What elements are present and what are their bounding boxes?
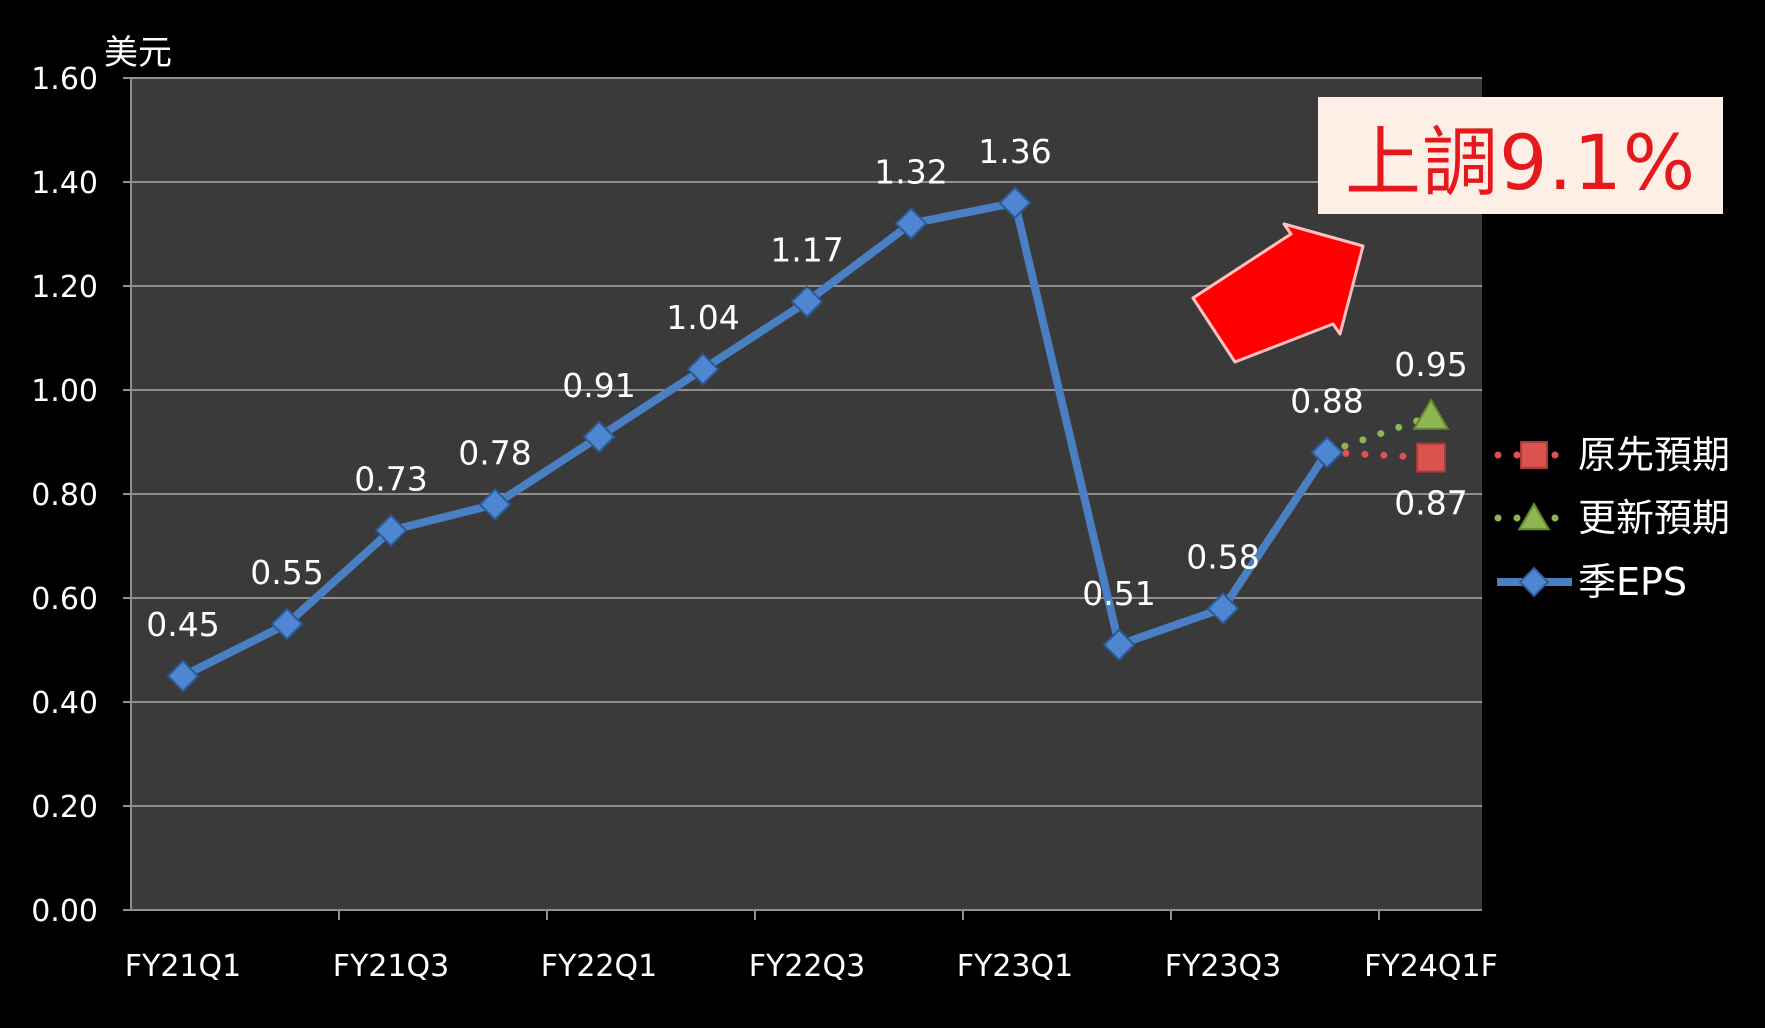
- legend-label: 更新預期: [1578, 496, 1730, 540]
- data-label: 0.73: [354, 459, 427, 498]
- series-original-forecast: [1323, 442, 1446, 473]
- data-label: 1.36: [978, 132, 1051, 171]
- y-tick-label: 0.00: [31, 894, 98, 929]
- eps-line: [181, 198, 1331, 680]
- data-label: 0.95: [1394, 345, 1467, 384]
- original-forecast-point: [1416, 442, 1446, 473]
- series-layer: [166, 186, 1450, 693]
- legend-entry: 原先預期: [1494, 433, 1730, 477]
- x-tick-label: FY24Q1F: [1364, 949, 1498, 984]
- eps-point: [894, 207, 928, 241]
- data-label: 1.04: [666, 298, 739, 337]
- forecast-line: [1323, 448, 1435, 462]
- data-label: 1.17: [770, 231, 843, 270]
- y-tick-label: 0.40: [31, 686, 98, 721]
- y-tick-label: 0.80: [31, 478, 98, 513]
- data-label: 0.91: [562, 366, 635, 405]
- y-axis-ticks: 0.00 0.20 0.40 0.60 0.80 1.00 1.20 1.40 1.60: [31, 62, 131, 929]
- eps-point: [1102, 628, 1136, 662]
- eps-point: [166, 659, 200, 693]
- y-tick-label: 1.60: [31, 62, 98, 97]
- eps-point: [478, 487, 512, 521]
- x-tick-label: FY22Q3: [749, 949, 865, 984]
- data-label: 0.87: [1394, 484, 1467, 523]
- callout-text: 上調9.1%: [1344, 117, 1697, 207]
- data-label: 0.58: [1186, 537, 1259, 576]
- eps-point: [686, 352, 720, 386]
- eps-point: [998, 186, 1032, 220]
- y-tick-label: 1.00: [31, 374, 98, 409]
- eps-point: [374, 513, 408, 547]
- y-tick-label: 1.40: [31, 166, 98, 201]
- data-label: 0.51: [1082, 574, 1155, 613]
- x-tick-label: FY23Q3: [1165, 949, 1281, 984]
- legend-entry: 更新預期: [1494, 496, 1730, 540]
- eps-point: [1518, 566, 1550, 598]
- x-tick-label: FY21Q3: [333, 949, 449, 984]
- x-axis-ticks: FY21Q1 FY21Q3 FY22Q1 FY22Q3 FY23Q1 FY23Q3 FY24…: [125, 910, 1498, 984]
- y-axis-unit-label: 美元: [104, 33, 172, 73]
- data-labels: 0.87 0.95 0.45 0.55 0.73 0.78 0.91 1.04 1.17 1.32…: [146, 132, 1467, 644]
- legend-label: 原先預期: [1578, 433, 1730, 477]
- data-label: 1.32: [874, 153, 947, 192]
- x-tick-label: FY23Q1: [957, 949, 1073, 984]
- eps-point: [1310, 435, 1344, 469]
- forecast-line: [1323, 412, 1435, 456]
- series-eps: [166, 186, 1344, 693]
- data-label: 0.55: [250, 553, 323, 592]
- updated-forecast-point: [1412, 398, 1450, 430]
- data-label: 0.45: [146, 605, 219, 644]
- legend-label: 季EPS: [1578, 560, 1687, 604]
- eps-point: [270, 607, 304, 641]
- legend-entry: 季EPS: [1497, 560, 1687, 604]
- y-tick-label: 0.60: [31, 582, 98, 617]
- updated-forecast-point: [1517, 502, 1551, 531]
- eps-point: [582, 420, 616, 454]
- x-tick-label: FY22Q1: [541, 949, 657, 984]
- x-tick-label: FY21Q1: [125, 949, 241, 984]
- y-tick-label: 1.20: [31, 270, 98, 305]
- eps-point: [1206, 591, 1240, 625]
- y-tick-label: 0.20: [31, 790, 98, 825]
- callout-box: 上調9.1%: [1318, 97, 1723, 214]
- original-forecast-point: [1520, 441, 1548, 469]
- data-label: 0.78: [458, 433, 531, 472]
- eps-point: [790, 285, 824, 319]
- series-updated-forecast: [1323, 398, 1450, 456]
- data-label: 0.88: [1290, 381, 1363, 420]
- red-up-right-arrow-icon: [1191, 222, 1365, 364]
